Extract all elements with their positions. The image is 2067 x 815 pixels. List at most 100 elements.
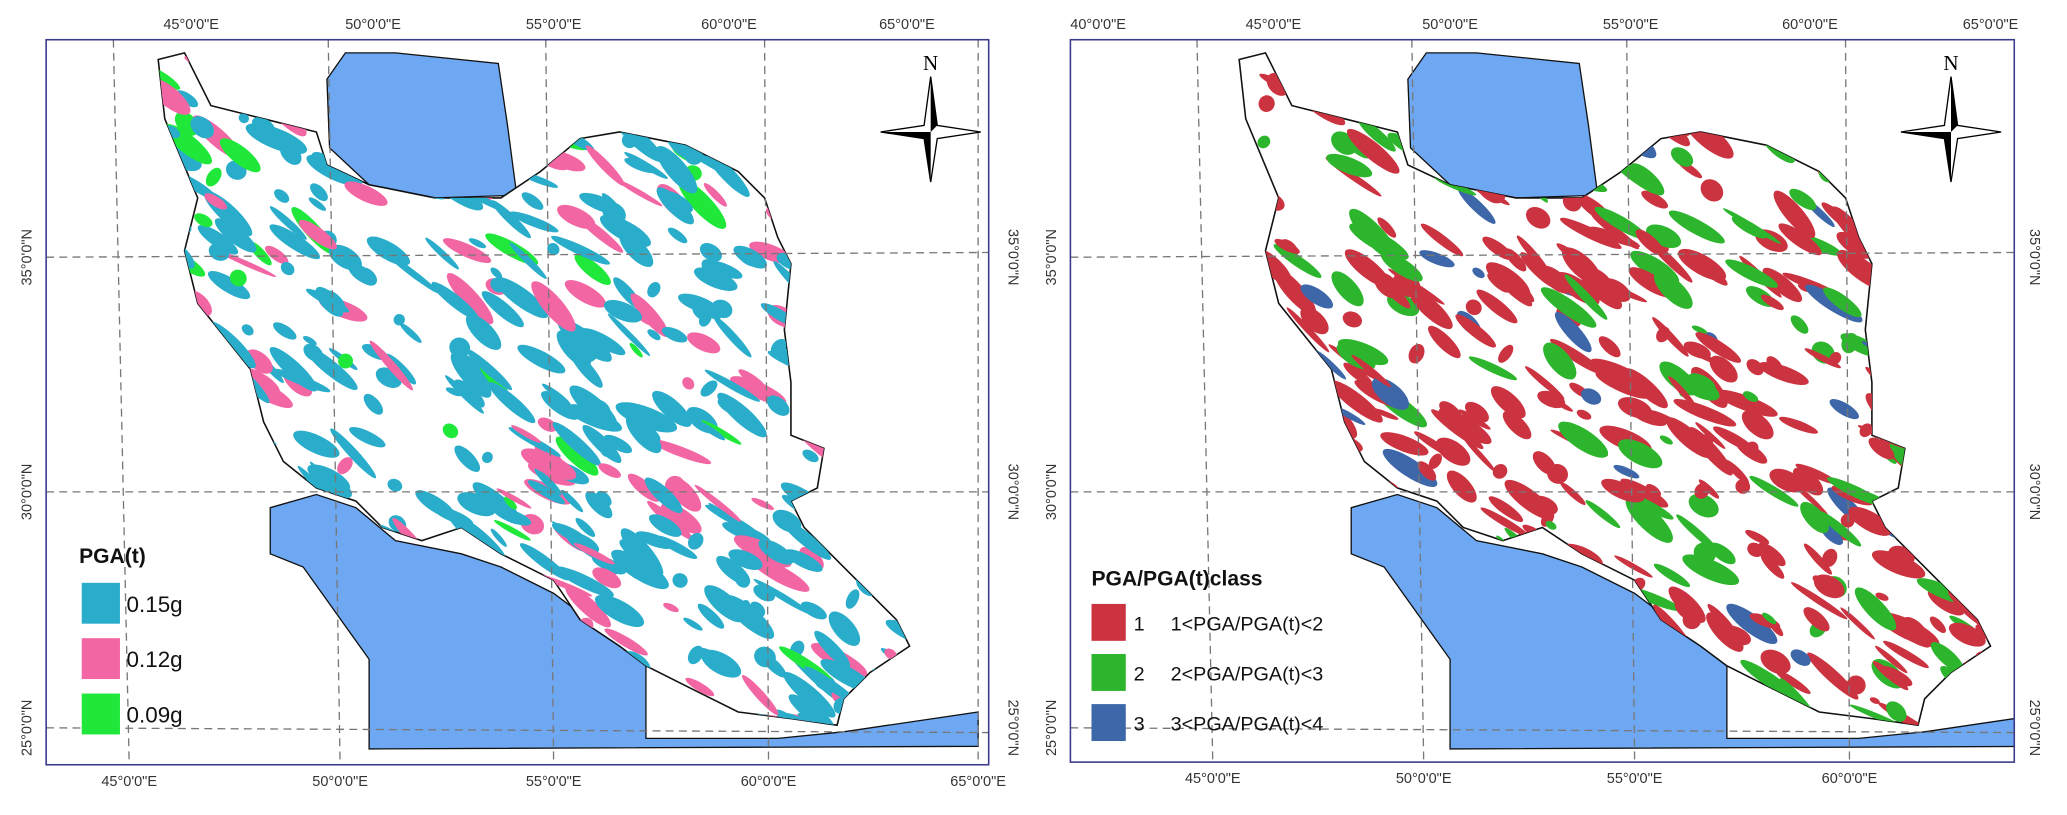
- zone: [1713, 75, 1761, 125]
- zone: [1367, 73, 1398, 92]
- zone: [1344, 705, 1380, 725]
- graticule-label: 50°0'0"E: [312, 774, 368, 790]
- zone: [431, 281, 479, 321]
- zone: [704, 585, 745, 623]
- zone: [895, 391, 910, 438]
- zone: [701, 420, 742, 445]
- zone: [207, 270, 251, 300]
- zone: [555, 436, 599, 476]
- zone: [1438, 408, 1492, 445]
- zone: [1431, 409, 1484, 450]
- zone: [1302, 397, 1317, 411]
- zone: [1709, 542, 1736, 565]
- zone: [1346, 676, 1403, 709]
- zone: [1726, 603, 1778, 644]
- zone: [1247, 463, 1292, 499]
- zone: [1548, 396, 1574, 412]
- zone: [822, 490, 844, 512]
- zone: [527, 480, 566, 505]
- zone: [1524, 366, 1565, 400]
- zone: [701, 259, 720, 277]
- zone: [649, 438, 712, 465]
- zone: [711, 299, 733, 319]
- zone: [1980, 678, 1991, 717]
- zone: [1476, 289, 1518, 324]
- zone: [568, 52, 604, 67]
- zone: [509, 242, 547, 279]
- zone: [1848, 506, 1892, 536]
- zone: [363, 393, 383, 415]
- zone: [1829, 399, 1860, 420]
- graticule-label: 25°0'0"N: [1004, 700, 1020, 756]
- zone: [1988, 574, 1991, 601]
- zone: [1980, 398, 1991, 422]
- zone: [1824, 52, 1872, 72]
- zone: [1250, 344, 1268, 360]
- zone: [312, 649, 358, 689]
- zone: [1472, 267, 1485, 279]
- zone: [520, 448, 577, 480]
- zone: [1294, 518, 1357, 543]
- zone: [1979, 152, 1991, 173]
- zone: [1256, 400, 1317, 430]
- zone: [1840, 607, 1875, 640]
- zone: [1540, 265, 1572, 294]
- zone: [450, 352, 492, 398]
- zone: [250, 65, 285, 97]
- graticule-label: 60°0'0"E: [741, 774, 797, 790]
- zone: [604, 628, 648, 656]
- zone: [241, 324, 254, 336]
- zone: [315, 286, 344, 317]
- north-arrow: N: [1900, 51, 2002, 183]
- zone: [1938, 361, 1972, 392]
- zone: [619, 539, 656, 566]
- zone: [646, 78, 658, 89]
- zone: [1628, 112, 1641, 126]
- zone: [1800, 501, 1829, 534]
- zone: [1745, 529, 1770, 545]
- zone: [1953, 540, 1991, 587]
- zone: [1792, 467, 1824, 496]
- zone: [1558, 421, 1609, 458]
- zone: [1668, 210, 1725, 244]
- zone: [1598, 336, 1621, 358]
- zone: [1872, 661, 1909, 691]
- zone: [1948, 622, 1986, 647]
- graticule-label: 25°0'0"N: [1044, 700, 1060, 756]
- zone: [828, 119, 856, 149]
- zone: [1940, 434, 1978, 468]
- zone: [615, 402, 678, 433]
- zone: [829, 100, 855, 123]
- zone: [158, 414, 172, 430]
- zone: [269, 659, 284, 674]
- zone: [864, 459, 891, 485]
- zone: [337, 457, 353, 475]
- zone: [178, 359, 211, 386]
- zone: [1645, 484, 1662, 498]
- zone: [519, 543, 570, 581]
- zone: [1353, 657, 1367, 669]
- zone: [1940, 665, 1982, 701]
- zone: [1965, 512, 1981, 530]
- zone: [1302, 552, 1349, 573]
- zone: [687, 332, 721, 354]
- zone: [1464, 401, 1489, 423]
- north-label: N: [923, 51, 938, 75]
- zone: [687, 532, 704, 550]
- zone: [694, 484, 742, 522]
- zone: [1976, 283, 1991, 325]
- zone: [770, 76, 801, 102]
- zone: [1790, 582, 1848, 620]
- zone: [1247, 442, 1258, 452]
- zone: [836, 368, 869, 386]
- zone: [902, 188, 910, 222]
- zone: [1749, 613, 1781, 629]
- zone: [1942, 216, 1989, 246]
- zone: [1540, 287, 1597, 328]
- zone: [575, 517, 596, 537]
- zone: [1337, 455, 1360, 468]
- zone: [1620, 478, 1669, 508]
- zone: [511, 425, 541, 443]
- graticule: [763, 39, 770, 765]
- zone: [393, 313, 405, 326]
